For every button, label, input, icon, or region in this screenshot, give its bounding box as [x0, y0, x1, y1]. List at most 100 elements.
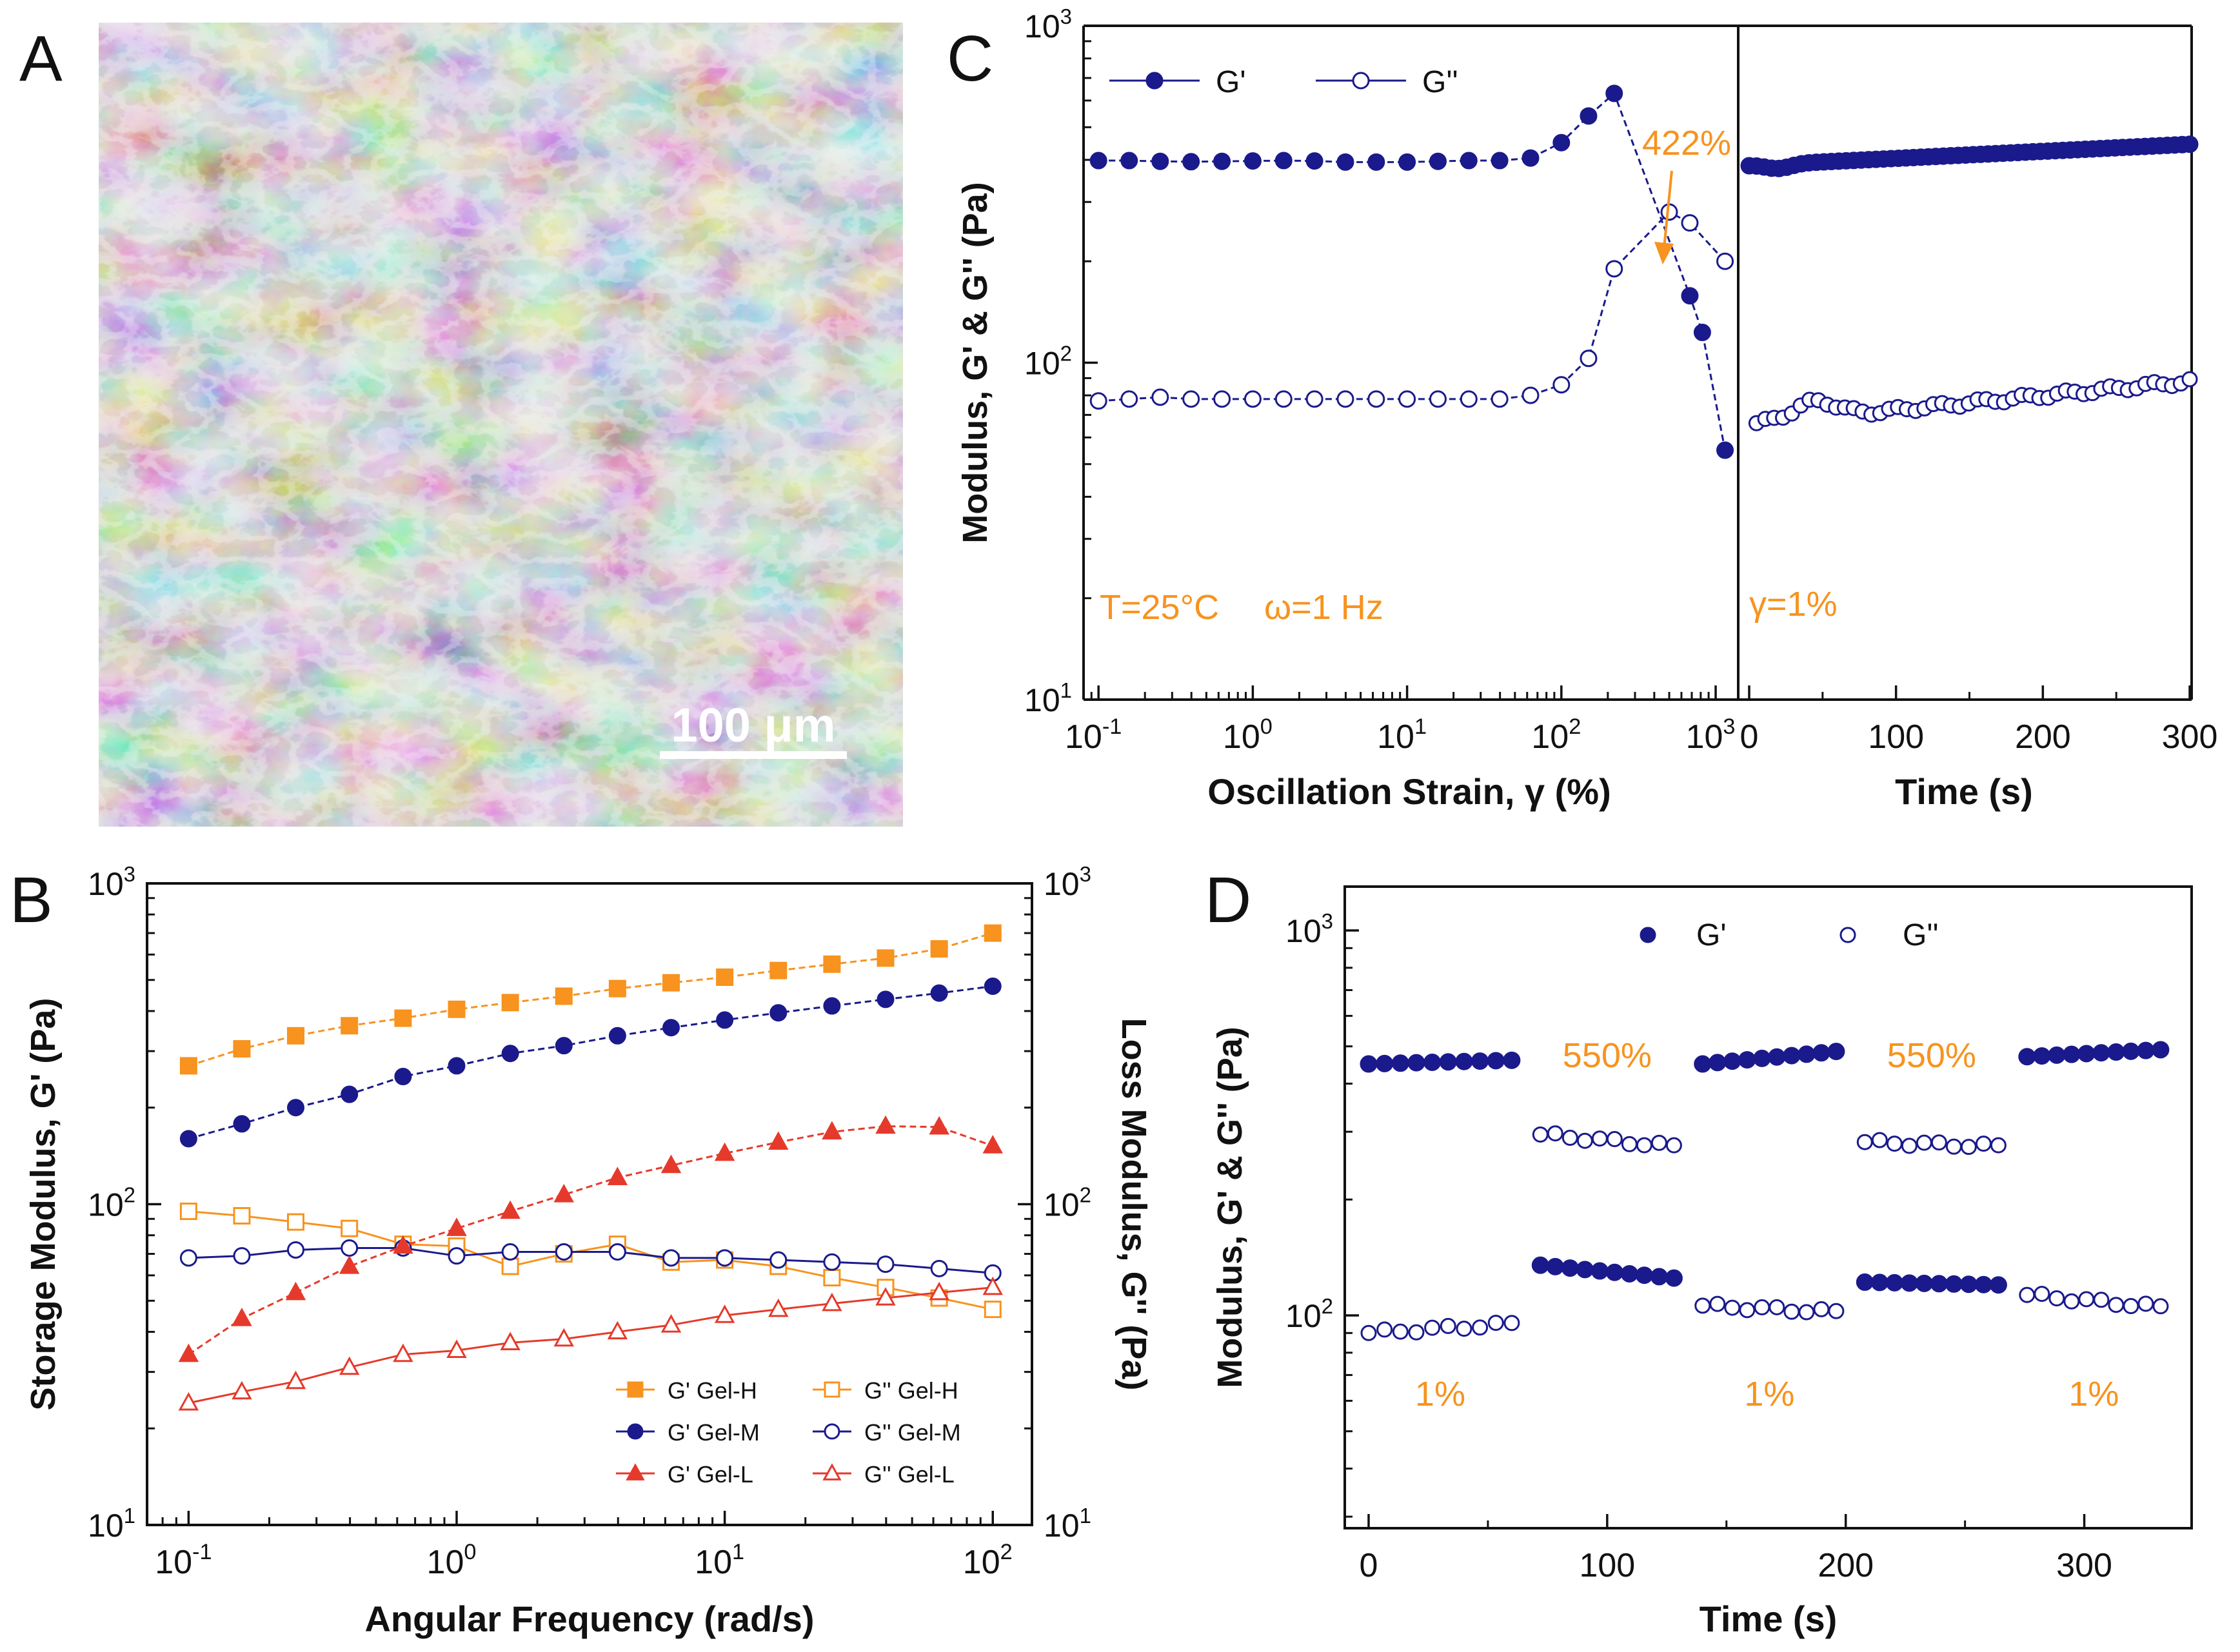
data-point-gprime [1398, 153, 1416, 171]
data-point [446, 1339, 467, 1359]
data-point [877, 949, 895, 967]
data-point [716, 968, 734, 986]
data-point-gdoubleprime [1521, 386, 1540, 404]
data-point [877, 990, 895, 1008]
data-point-gdoubleprime [1901, 1137, 1918, 1154]
x-tick-label: 100 [1579, 1547, 1635, 1584]
data-point-gdoubleprime [1305, 390, 1323, 408]
x-tick-label: 200 [1818, 1547, 1874, 1584]
data-point [500, 1200, 520, 1219]
legend-label: G'' [1903, 918, 1939, 952]
data-point-gprime [2181, 135, 2199, 153]
data-point-gdoubleprime [1856, 1134, 1873, 1150]
data-point [823, 997, 841, 1015]
data-point-gdoubleprime [1681, 214, 1699, 232]
data-point-gprime [1650, 1268, 1668, 1286]
data-point-gdoubleprime [1472, 1319, 1489, 1336]
data-point-gprime [1694, 1055, 1712, 1073]
data-point-gdoubleprime [1151, 388, 1169, 406]
data-point-gdoubleprime [1182, 390, 1200, 408]
data-point-gprime [1274, 152, 1293, 170]
series-line-gdoubleprime [1098, 211, 1726, 402]
data-point [178, 1391, 199, 1411]
data-point-gdoubleprime [1360, 1324, 1377, 1341]
data-point [394, 1068, 412, 1086]
chart-d: 0 100 200 300 102 103 Time (s) Modulus, G' & G'… [1211, 885, 2193, 1639]
data-point-gdoubleprime [1783, 1303, 1800, 1320]
y2-tick-label: 103 [1044, 862, 1091, 902]
scale-bar [660, 751, 847, 759]
data-point-gprime [1738, 1051, 1756, 1069]
series-line [188, 1125, 993, 1355]
data-point [341, 1085, 359, 1103]
data-point [929, 1116, 949, 1135]
data-point-gdoubleprime [1460, 390, 1478, 408]
data-point-gprime [1681, 287, 1699, 305]
data-point-gprime [1471, 1052, 1489, 1070]
data-point-gdoubleprime [1798, 1304, 1815, 1321]
data-point [394, 1009, 412, 1027]
data-point-gdoubleprime [1274, 390, 1293, 408]
data-point-gdoubleprime [1244, 390, 1262, 408]
data-point [393, 1235, 413, 1254]
data-point-gdoubleprime [1576, 1132, 1593, 1149]
data-point-gprime [1665, 1269, 1683, 1287]
data-point-gprime [1870, 1273, 1888, 1292]
data-point [446, 1217, 467, 1236]
data-point-gprime [2152, 1041, 2170, 1059]
data-point-gprime [1561, 1259, 1579, 1277]
data-point [823, 1253, 841, 1271]
data-point-gdoubleprime [1813, 1301, 1830, 1317]
data-point-gdoubleprime [2152, 1298, 2169, 1315]
y2-axis-label: Loss Modulus, G'' (Pa) [1115, 1018, 1153, 1391]
data-point-gprime [1244, 152, 1262, 170]
data-point-gprime [1407, 1054, 1425, 1072]
legend-label: G' Gel-M [668, 1419, 760, 1446]
legend-label: G' [1216, 65, 1246, 99]
data-point-gprime [1812, 1044, 1830, 1062]
data-point [984, 977, 1002, 995]
strain-label: 550% [1563, 1036, 1652, 1075]
data-point-gprime [1552, 133, 1571, 152]
strain-label: 550% [1887, 1036, 1976, 1075]
data-point-gdoubleprime [1945, 1138, 1962, 1155]
data-point [607, 1166, 628, 1186]
data-point-gdoubleprime [1120, 390, 1138, 408]
data-point-gdoubleprime [1650, 1134, 1667, 1151]
data-point-gprime [1753, 1049, 1771, 1067]
x-axis-label: Oscillation Strain, γ (%) [1207, 771, 1611, 812]
legend-label: G'' Gel-M [864, 1419, 961, 1446]
data-point [822, 1292, 842, 1312]
data-point [877, 1255, 895, 1273]
x-tick-label: 10-1 [1065, 714, 1122, 756]
y-tick-label: 101 [1024, 678, 1072, 718]
x-tick-label: 200 [2015, 718, 2071, 756]
data-point-gdoubleprime [2034, 1286, 2050, 1303]
annotation-strain: γ=1% [1749, 585, 1838, 624]
data-point [341, 1219, 359, 1237]
data-point [608, 979, 626, 998]
data-point [232, 1381, 252, 1400]
data-point-gdoubleprime [1429, 390, 1447, 408]
data-point-gprime [1576, 1261, 1594, 1279]
scale-bar-label: 100 μm [671, 698, 835, 752]
data-point-gprime [1305, 152, 1323, 170]
x-tick-label: 0 [1740, 718, 1759, 756]
data-point [339, 1356, 360, 1375]
data-point-gprime [1580, 107, 1598, 125]
sem-micrograph: 100 μm [99, 23, 903, 827]
data-point [179, 1130, 197, 1148]
data-point [823, 955, 841, 973]
data-point-gprime [1487, 1052, 1505, 1070]
data-point-gprime [1900, 1274, 1918, 1292]
legend-marker [1145, 72, 1164, 90]
data-point-gdoubleprime [1665, 1137, 1682, 1154]
data-point-gdoubleprime [1591, 1130, 1608, 1147]
x-tick-label: 100 [427, 1540, 477, 1581]
panel-label-d: D [1205, 864, 1251, 936]
data-point-gprime [1531, 1256, 1549, 1274]
data-point-gprime [2033, 1047, 2051, 1065]
data-point-gprime [2018, 1048, 2036, 1066]
x-tick-label: 100 [1868, 718, 1924, 756]
